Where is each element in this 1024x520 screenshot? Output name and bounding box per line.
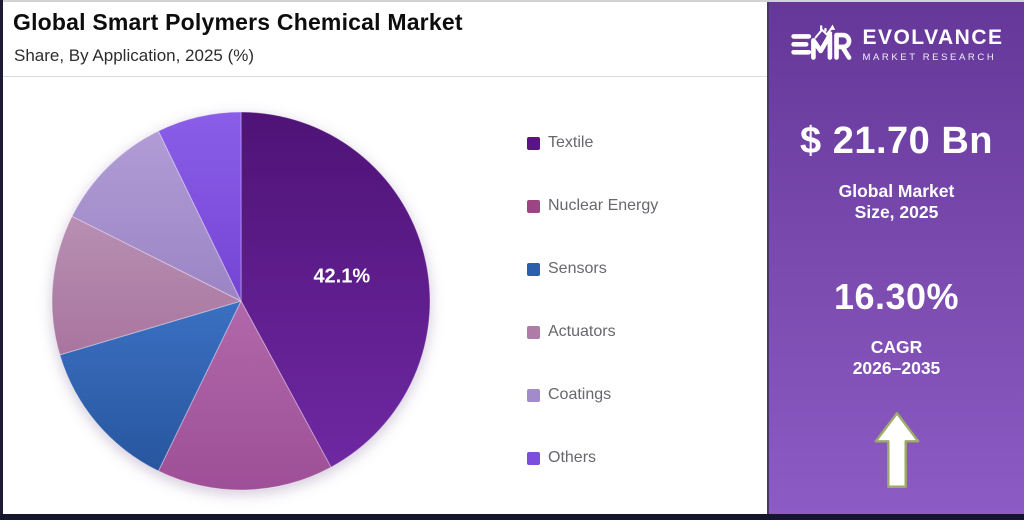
legend-label: Textile (548, 134, 594, 151)
brand-panel: EVOLVANCE MARKET RESEARCH $ 21.70 Bn Glo… (767, 0, 1024, 514)
legend-item-others: Others (527, 448, 658, 468)
legend-label: Actuators (548, 323, 616, 340)
pie-slice-others (157, 111, 242, 302)
page-title: Global Smart Polymers Chemical Market (13, 9, 463, 35)
legend-swatch-icon (527, 388, 540, 402)
emr-monogram-icon (791, 24, 852, 60)
legend-swatch-icon (527, 136, 540, 150)
chart-legend: Textile Nuclear Energy Sensors Actuators Coa… (527, 133, 658, 468)
market-size-value: $ 21.70 Bn (800, 120, 993, 162)
brand-name: EVOLVANCE (862, 26, 1004, 49)
cagr-value: 16.30% (833, 276, 960, 317)
legend-item-sensors: Sensors (527, 259, 658, 279)
pie-slice-value-label: 42.1% (313, 266, 370, 288)
market-size-label-line2: Size, 2025 (854, 202, 939, 222)
header-divider (0, 76, 767, 77)
legend-item-textile: Textile (527, 133, 658, 153)
legend-label: Coatings (548, 386, 612, 403)
pie-slice-textile (240, 111, 431, 468)
frame-top-edge (0, 0, 1024, 2)
market-size-label: Global Market Size, 2025 (769, 181, 1024, 223)
brand-tagline: MARKET RESEARCH (862, 52, 997, 63)
legend-item-actuators: Actuators (527, 322, 658, 342)
pie-slice-nuclear-energy (157, 300, 332, 491)
frame-left-edge (0, 0, 3, 520)
chart-area: Global Smart Polymers Chemical Market Sh… (0, 9, 767, 491)
legend-label: Sensors (548, 260, 607, 277)
legend-label: Nuclear Energy (548, 197, 659, 214)
legend-item-coatings: Coatings (527, 385, 658, 405)
legend-label: Others (548, 449, 597, 466)
legend-swatch-icon (527, 262, 540, 276)
legend-item-nuclear-energy: Nuclear Energy (527, 196, 658, 216)
cagr-label-line2: 2026–2035 (852, 358, 941, 378)
pie-slice-coatings (71, 130, 242, 302)
cagr-label-line1: CAGR (870, 337, 923, 357)
bottom-bar (0, 514, 1024, 520)
brand-logo: EVOLVANCE MARKET RESEARCH (769, 18, 1024, 72)
growth-up-arrow-icon (874, 412, 919, 488)
pie-chart: 42.1% (51, 111, 431, 491)
pie-slice-sensors (59, 300, 242, 472)
cagr-label: CAGR 2026–2035 (769, 337, 1024, 379)
page-subtitle: Share, By Application, 2025 (%) (14, 46, 255, 65)
legend-swatch-icon (527, 451, 540, 465)
legend-swatch-icon (527, 199, 540, 213)
pie-slice-actuators (51, 215, 242, 356)
market-size-label-line1: Global Market (838, 181, 955, 201)
legend-swatch-icon (527, 325, 540, 339)
brand-logo-text: EVOLVANCE MARKET RESEARCH (862, 27, 1003, 63)
